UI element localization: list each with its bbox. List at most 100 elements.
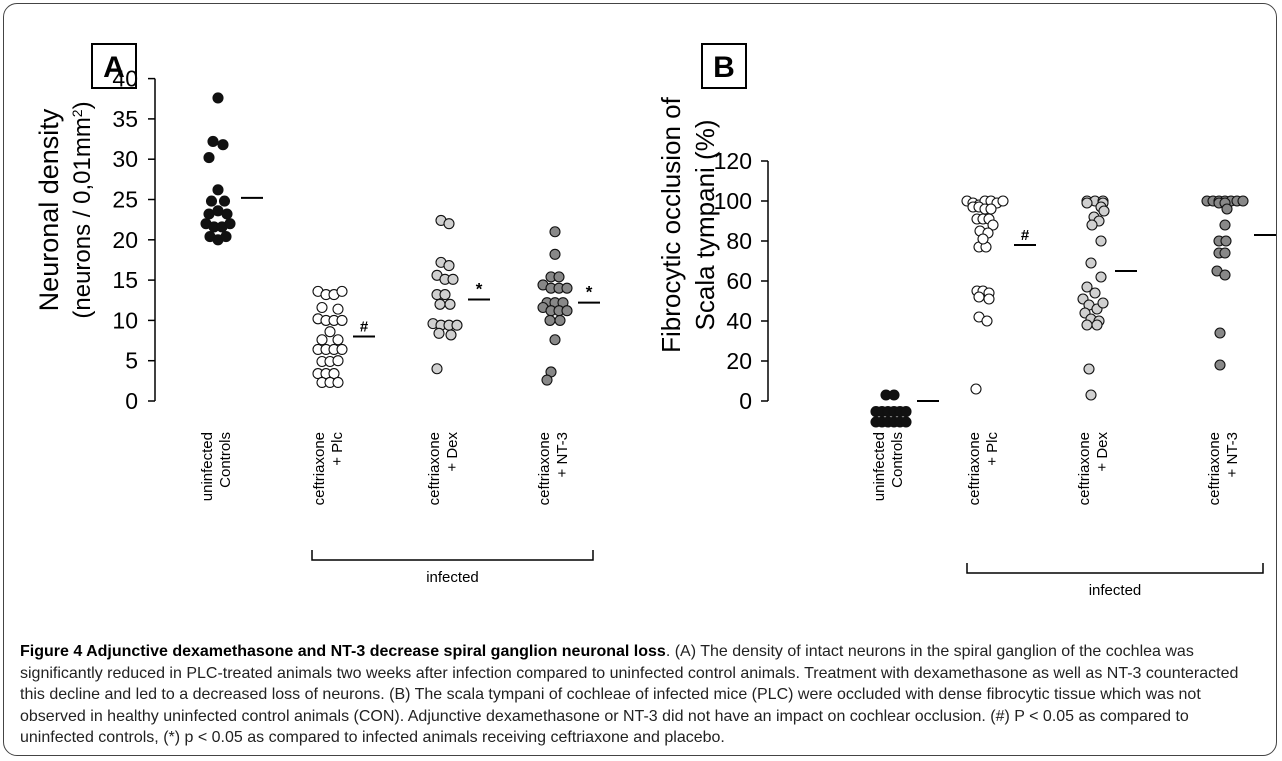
panel-b-data-point (1081, 197, 1093, 209)
panel-b-y-tick-label: 100 (714, 188, 752, 214)
panel-a-data-point (541, 374, 553, 386)
caption-body: . (A) The density of intact neurons in t… (20, 643, 1239, 746)
panel-a-data-point (553, 271, 565, 283)
panel-b-label: B (713, 51, 735, 84)
panel-a-data-point (544, 314, 556, 326)
panel-a-y-tick-label: 15 (112, 267, 138, 293)
panel-b-data-point (1081, 281, 1093, 293)
panel-b-data-point (1219, 247, 1231, 259)
panel-b-data-point (1098, 205, 1110, 217)
panel-b-data-point (1086, 219, 1098, 231)
panel-a-data-point (332, 376, 344, 389)
panel-a-y-label-text: (neurons / 0,01mm (69, 117, 96, 318)
panel-a-data-point (336, 343, 348, 355)
panel-b-chart: B 0 20 40 60 80 100 120 Fibrocytic occlusion of S… (656, 43, 1276, 599)
panel-a-y-tick-label: 20 (112, 227, 138, 253)
panel-a-chart: A 0 5 10 15 20 25 30 35 40 Neuronal density (neuron… (34, 43, 600, 586)
panel-a-data-point (451, 319, 463, 331)
panel-a-data-point (554, 314, 566, 326)
panel-b-data-point (981, 315, 993, 327)
panel-a-data-point (212, 92, 224, 104)
panel-a-data-point (220, 231, 232, 243)
panel-a-category-label-line1: ceftriaxone (311, 432, 328, 505)
panel-b-category-label-line2: + NT-3 (1224, 432, 1241, 477)
panel-b-data-point (973, 291, 985, 303)
panel-b-data-point (1214, 359, 1226, 371)
panel-a-category-label-line2: + Dex (444, 432, 461, 472)
panel-b-y-tick-label: 60 (726, 268, 752, 294)
panel-a-data-point (445, 329, 457, 341)
panel-b-data-point (1214, 327, 1226, 339)
panel-a-data-point (217, 139, 229, 151)
panel-b-y-tick-label: 0 (739, 388, 752, 414)
panel-b-y-tick-label: 40 (726, 308, 752, 334)
panel-b-group-label: infected (1089, 582, 1142, 599)
panel-a-data-point (207, 135, 219, 148)
panel-a-significance-mark: * (586, 283, 593, 302)
panel-a-data-point (316, 301, 328, 314)
panel-a-data-point (221, 208, 233, 220)
panel-b-data-point (1085, 389, 1097, 401)
panel-a-data-point (224, 218, 236, 230)
panel-a-y-tick-label: 5 (125, 348, 138, 374)
figure-frame (3, 3, 1277, 756)
panel-b-group-bracket (966, 563, 1264, 574)
panel-a-y-tick-label: 35 (112, 106, 138, 132)
panel-a-data-point (212, 184, 224, 196)
panel-a-data-point (328, 368, 340, 380)
panel-a-label-box (91, 43, 137, 89)
panel-a-group-label: infected (426, 569, 479, 586)
panel-a-data-point (218, 195, 231, 207)
panel-b-category-label-line1: ceftriaxone (1206, 432, 1223, 505)
panel-b-data-point (900, 416, 912, 428)
panel-a-data-point (443, 260, 455, 272)
panel-a-y-label-line1: Neuronal density (34, 108, 64, 311)
panel-b-data-point (1219, 219, 1231, 231)
panel-b-data-point (977, 233, 989, 245)
panel-a-data-point (447, 273, 459, 285)
panel-b-significance-mark: # (1021, 227, 1030, 244)
panel-b-y-tick-label: 120 (714, 148, 752, 174)
figure-caption: Figure 4 Adjunctive dexamethasone and NT… (20, 641, 1265, 749)
panel-b-data-point (1097, 297, 1109, 309)
panel-a-y-label-text: ) (69, 101, 96, 109)
caption-title: Figure 4 Adjunctive dexamethasone and NT… (20, 643, 666, 660)
panel-a-data-point (549, 334, 561, 346)
panel-a-data-point (561, 305, 573, 317)
panel-b-data-point (900, 406, 912, 418)
panel-a-data-point (443, 218, 455, 230)
panel-b-data-point (1089, 287, 1101, 299)
panel-a-data-point (324, 326, 336, 338)
panel-a-category-label-line1: ceftriaxone (536, 432, 553, 505)
panel-a-data-point (203, 152, 215, 164)
panel-a-data-point (332, 355, 344, 367)
panel-a-y-label-line2: (neurons / 0,01mm2) (69, 101, 96, 318)
panel-a-category-label-line2: + NT-3 (554, 432, 571, 477)
panel-a-group-bracket (311, 550, 594, 561)
panel-b-data-point (1219, 269, 1231, 281)
panel-b-data-point (970, 383, 982, 395)
panel-a-data-point (332, 334, 344, 346)
panel-b-data-point (983, 293, 995, 305)
panel-a-y-label-superscript: 2 (69, 109, 85, 117)
panel-a-data-point (316, 334, 328, 346)
panel-b-data-point (1081, 319, 1093, 331)
panel-a-y-tick-label: 30 (112, 146, 138, 172)
panel-b-y-label-line2: Scala tympani (%) (690, 120, 720, 331)
panel-a-y-tick-label: 40 (112, 66, 138, 92)
panel-b-y-label-line1: Fibrocytic occlusion of (656, 96, 686, 353)
panel-a-category-label-line2: + Plc (329, 432, 346, 466)
panel-a-data-point (336, 285, 348, 297)
panel-a-y-tick-label: 25 (112, 187, 138, 213)
panel-a-data-point (549, 248, 561, 260)
panel-a-category-label-line2: Controls (217, 432, 234, 488)
panel-a-data-point (549, 226, 561, 238)
panel-b-data-point (1091, 319, 1103, 331)
panel-b-category-label-line1: ceftriaxone (966, 432, 983, 505)
panel-b-data-point (1220, 235, 1232, 247)
panel-b-data-point (1085, 257, 1097, 269)
panel-b-y-tick-label: 80 (726, 228, 752, 254)
panel-b-y-tick-label: 20 (726, 348, 752, 374)
panel-a-data-point (332, 303, 344, 315)
panel-a-y-tick-label: 0 (125, 388, 138, 414)
